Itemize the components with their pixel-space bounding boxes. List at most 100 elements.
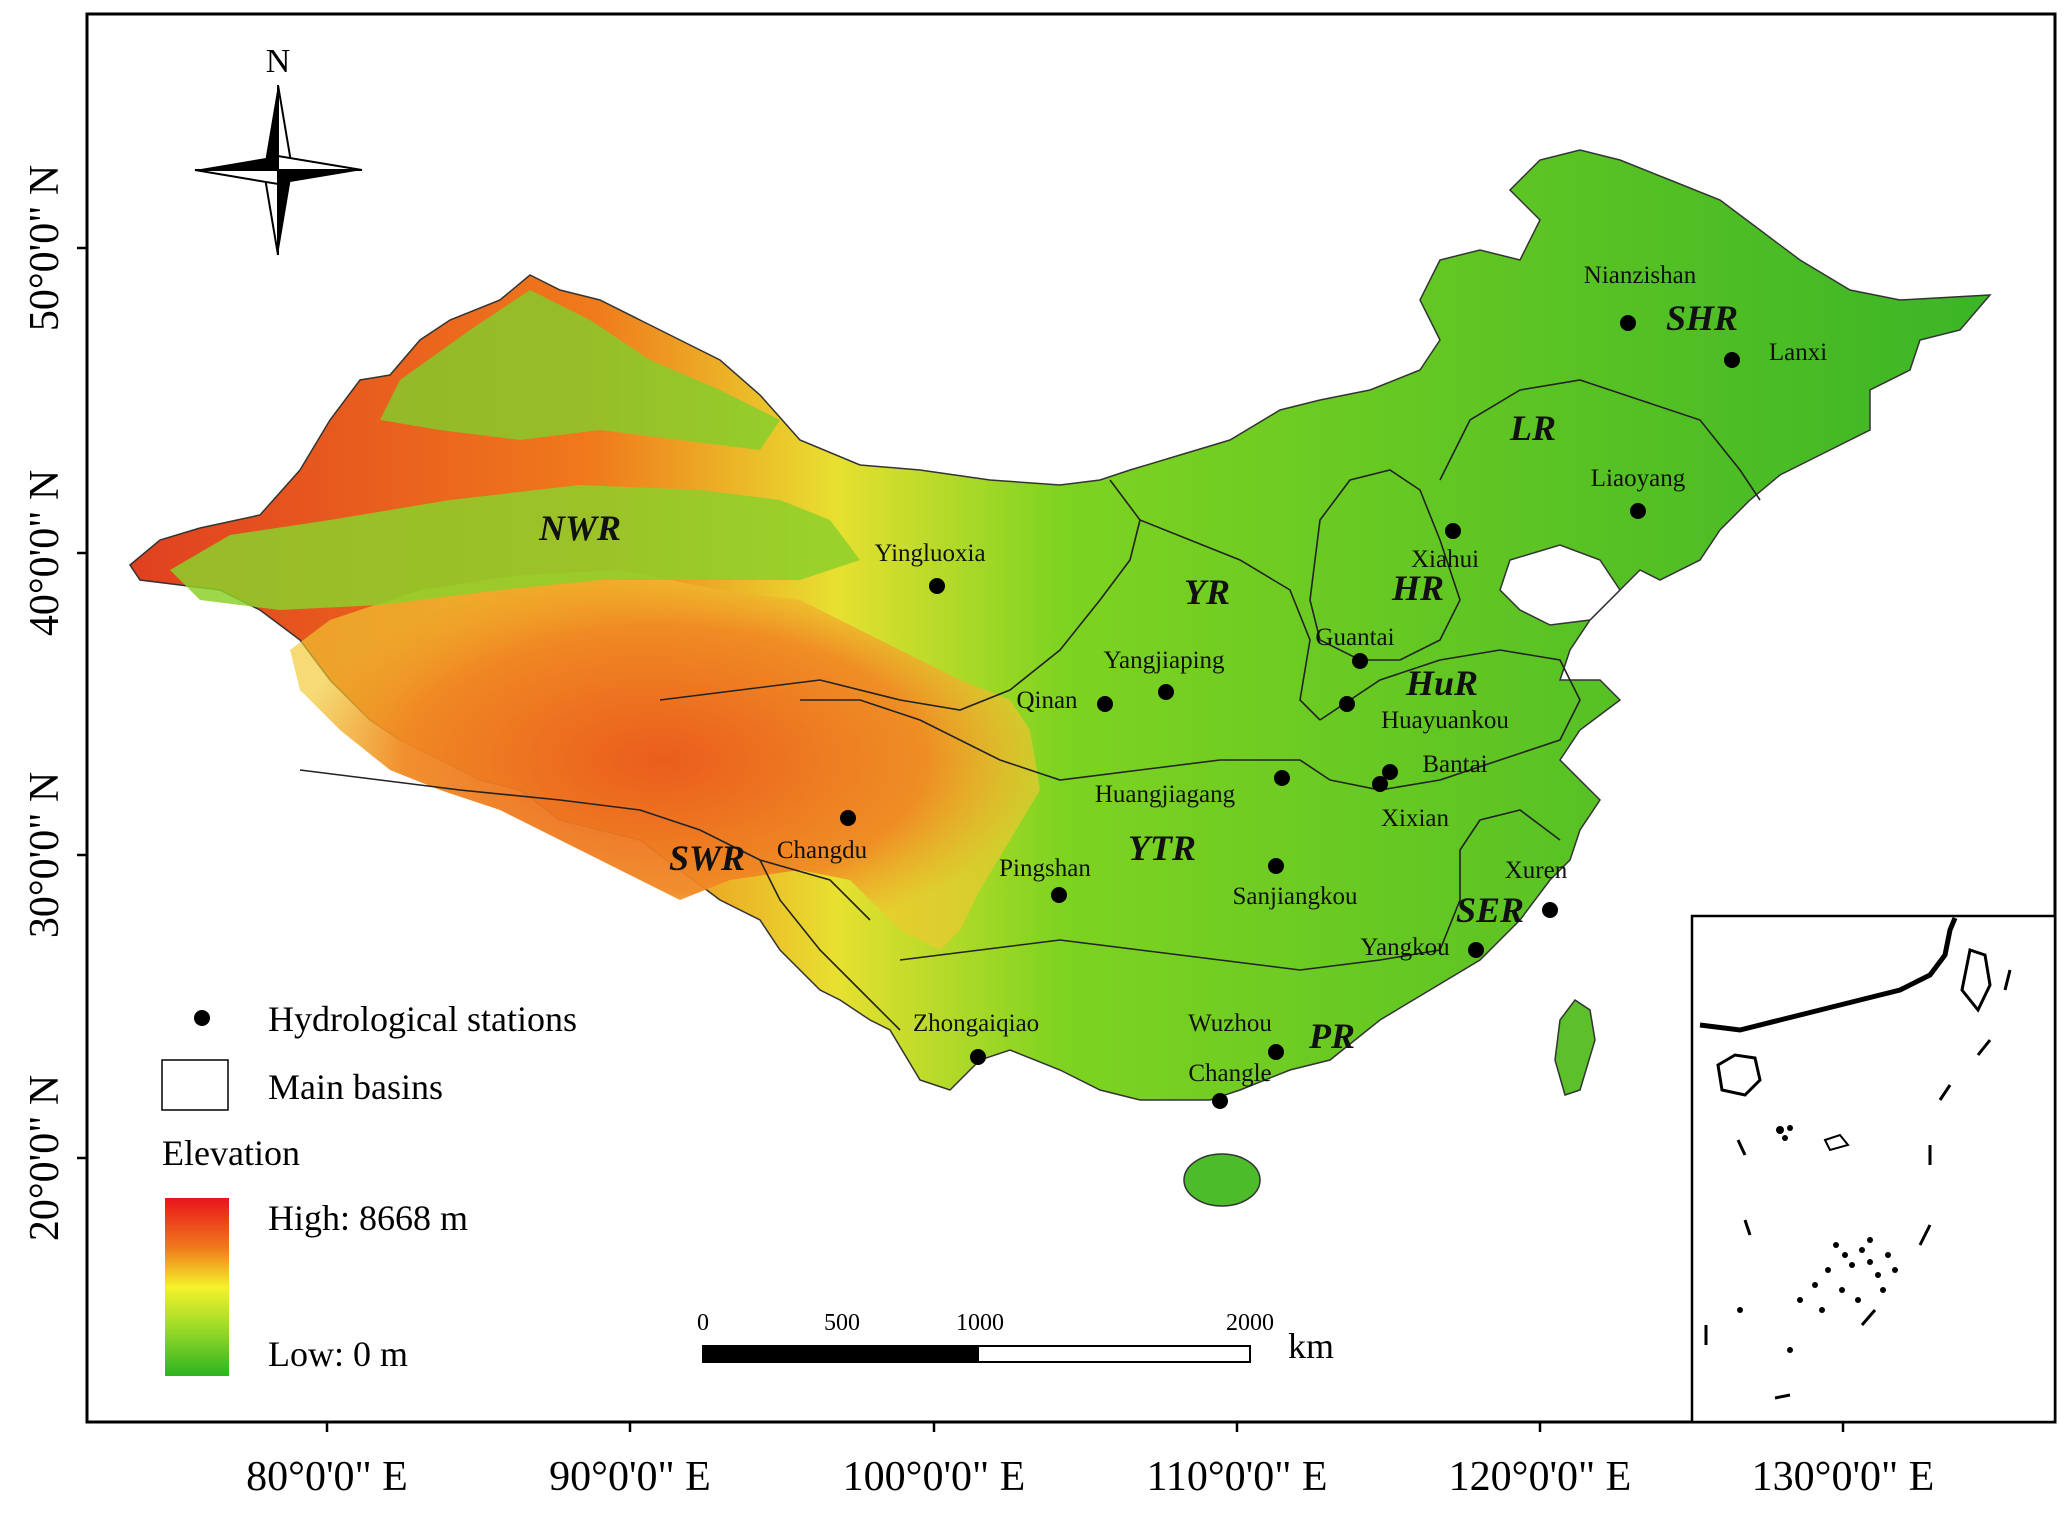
station-label: Xuren [1505,857,1568,884]
station-label: Wuzhou [1188,1010,1272,1037]
station-label: Qinan [1016,687,1078,714]
junggar [380,290,780,450]
inset-dash-line [1704,969,2012,1400]
basin-label-yr: YR [1184,572,1230,612]
legend-low-label: Low: 0 m [268,1334,408,1374]
station-marker[interactable] [1352,653,1368,669]
station-label: Lanxi [1769,339,1827,366]
basin-label-ser: SER [1456,890,1524,930]
station-marker[interactable] [1097,696,1113,712]
legend-elevation-title: Elevation [162,1133,300,1173]
station-label: Zhongaiqiao [913,1010,1039,1037]
south-arrow-icon-dark [278,172,292,255]
north-arrow-icon-dark [264,85,278,168]
east-arrow-icon [278,170,362,184]
station-label: Sanjiangkou [1233,883,1358,910]
basin-labels: NWR SHR LR HR YR HuR YTR SWR SER PR [538,298,1738,1056]
boundary-yr-east [1139,519,1321,721]
basin-boundaries [299,379,1761,1031]
scale-bar-segment-2 [977,1345,1251,1363]
lon-tick-label: 100°0'0" E [843,1454,1026,1500]
station-marker[interactable] [1051,887,1067,903]
station-marker[interactable] [970,1049,986,1065]
boundary-ser [1439,809,1561,951]
station-marker[interactable] [1372,776,1388,792]
scale-bar: 0 500 1000 2000 km [697,1310,1334,1366]
stations: Nianzishan Lanxi Liaoyang Xiahui Yingluoxia G… [777,262,1827,1109]
lat-tick-label: 30°0'0" N [22,772,68,938]
legend-stations-label: Hydrological stations [268,999,577,1039]
station-label: Bantai [1422,751,1487,778]
station-label: Xiahui [1411,546,1479,573]
station-label: Changle [1188,1060,1271,1087]
legend: Hydrological stations Main basins Elevat… [161,999,577,1376]
station-marker[interactable] [1158,684,1174,700]
boundary-swr [299,769,871,921]
taiwan-island [1554,998,1596,1096]
station-marker[interactable] [1542,902,1558,918]
station-marker[interactable] [1274,770,1290,786]
legend-high-label: High: 8668 m [268,1198,468,1238]
station-label: Pingshan [999,855,1091,882]
north-arrow: N [194,43,363,256]
basin-label-ytr: YTR [1128,828,1196,868]
tarim-basin [170,485,860,610]
inset-frame [1690,914,2057,1424]
station-label: Yingluoxia [874,540,985,567]
basin-label-hur: HuR [1405,663,1478,703]
legend-elevation-ramp [165,1198,229,1376]
station-label: Huayuankou [1381,707,1509,734]
basin-label-shr: SHR [1666,298,1738,338]
station-marker[interactable] [1620,315,1636,331]
station-marker[interactable] [1445,523,1461,539]
boundary-swr-east [759,859,901,1031]
station-marker[interactable] [1724,352,1740,368]
boundary-hr [1309,469,1461,661]
boundary-yr-ytr [800,699,1331,781]
station-marker[interactable] [1468,942,1484,958]
boundary-lr [1439,379,1761,501]
station-marker[interactable] [1268,858,1284,874]
station-label: Huangjiagang [1095,781,1236,808]
hainan-island [1183,1153,1261,1207]
lon-tick-label: 130°0'0" E [1752,1454,1935,1500]
lat-tick-label: 50°0'0" N [22,165,68,331]
station-marker[interactable] [1382,764,1398,780]
scale-unit: km [1288,1326,1334,1366]
north-label: N [266,43,291,80]
basin-label-nwr: NWR [538,508,621,548]
inset-islands [1737,1125,1898,1353]
basin-label-lr: LR [1509,408,1556,448]
scale-bar-segment-1 [702,1345,979,1363]
west-arrow-icon [195,156,278,170]
legend-basin-symbol [161,1059,229,1111]
inset-coastline [1699,917,1958,1033]
scale-tick-2000: 2000 [1226,1310,1274,1336]
station-label: Guantai [1315,624,1394,651]
station-label: Liaoyang [1591,465,1686,492]
station-label: Xixian [1381,805,1450,832]
station-marker[interactable] [1630,503,1646,519]
legend-basins-label: Main basins [268,1067,443,1107]
scale-tick-1000: 1000 [956,1310,1004,1336]
lon-tick-label: 90°0'0" E [549,1454,711,1500]
station-label: Nianzishan [1584,262,1697,289]
station-marker[interactable] [840,810,856,826]
legend-station-symbol [194,1010,210,1026]
inset-hainan [1716,1053,1762,1097]
scale-tick-500: 500 [824,1310,860,1336]
scale-tick-0: 0 [697,1310,709,1336]
station-marker[interactable] [1268,1044,1284,1060]
lon-tick-label: 110°0'0" E [1146,1454,1327,1500]
station-marker[interactable] [1212,1093,1228,1109]
basin-label-swr: SWR [669,838,745,878]
station-marker[interactable] [929,578,945,594]
basin-label-hr: HR [1391,568,1444,608]
landmass [129,149,1992,1207]
lon-tick-label: 80°0'0" E [246,1454,408,1500]
lon-axis: 80°0'0" E 90°0'0" E 100°0'0" E 110°0'0" E 12… [246,1422,1934,1500]
boundary-nwr [659,479,1141,711]
south-china-sea-inset [1690,914,2057,1424]
station-marker[interactable] [1339,696,1355,712]
